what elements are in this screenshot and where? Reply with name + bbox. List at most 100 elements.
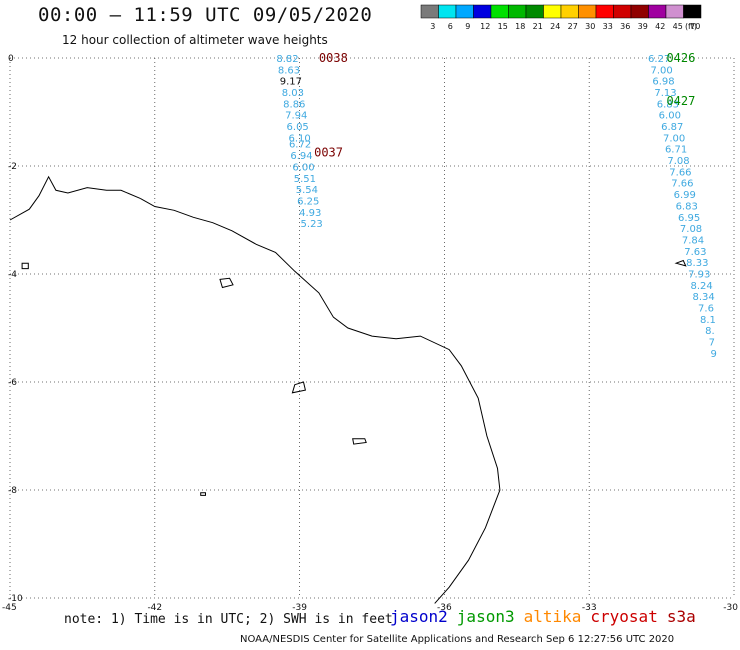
legend-bin-label: 12 xyxy=(480,22,490,31)
legend-bin-label: 21 xyxy=(533,22,543,31)
legend-bin-label: 33 xyxy=(603,22,613,31)
swh-value: 7.63 xyxy=(684,247,706,258)
satellite-cryosat: cryosat xyxy=(590,607,658,626)
pass-label: 0426 xyxy=(666,51,695,65)
swh-value: 6.00 xyxy=(292,163,314,174)
swh-value: 6.10 xyxy=(288,133,310,144)
swh-value: 7.08 xyxy=(680,224,702,235)
island xyxy=(674,259,687,267)
swh-value: 6.72 xyxy=(289,139,311,150)
swh-value: 7.00 xyxy=(650,65,672,76)
legend-swatch xyxy=(420,4,439,19)
altimeter-tracks: 8.828.639.178.038.867.946.056.106.726.94… xyxy=(276,51,717,360)
swh-value: 6.27 xyxy=(648,54,670,65)
legend-swatch xyxy=(543,4,562,19)
legend-bin-label: 3 xyxy=(430,22,435,31)
legend-swatch xyxy=(438,4,457,19)
x-tick-label: -36 xyxy=(437,603,452,613)
swh-value: 8.1 xyxy=(700,315,716,326)
y-tick-label: -8 xyxy=(8,486,17,496)
legend-bin-label: 36 xyxy=(620,22,630,31)
legend-swatch xyxy=(665,4,684,19)
swh-value: 9 xyxy=(711,349,717,360)
swh-value: 6.83 xyxy=(657,99,679,110)
legend-swatch xyxy=(455,4,474,19)
legend-bin-label: 45 xyxy=(673,22,683,31)
swh-value: 6.83 xyxy=(676,201,698,212)
swh-value: 6.25 xyxy=(297,197,319,208)
swh-value: 7.6 xyxy=(698,303,714,314)
map-title: 00:00 – 11:59 UTC 09/05/2020 xyxy=(38,4,373,26)
legend-swatch xyxy=(613,4,632,19)
swh-value: 8. xyxy=(705,326,715,337)
swh-value: 7.93 xyxy=(688,269,710,280)
swh-value: 8.03 xyxy=(282,88,304,99)
island xyxy=(200,492,206,496)
swh-value: 8.63 xyxy=(278,65,300,76)
legend-swatch xyxy=(508,4,527,19)
coastline-layer xyxy=(9,175,687,604)
legend-bin-label: 27 xyxy=(568,22,578,31)
swh-value: 6.00 xyxy=(659,111,681,122)
axis-labels: 0 -2 -4 -6 -8 -10-45 -42 -39 -36 -33 -30 xyxy=(2,54,738,613)
legend-unit: (ft) xyxy=(685,22,697,31)
coastline xyxy=(140,197,501,604)
swh-value: 4.93 xyxy=(299,208,321,219)
grid-layer xyxy=(9,57,735,599)
island xyxy=(291,381,307,394)
map-subtitle: 12 hour collection of altimeter wave hei… xyxy=(62,33,328,47)
legend-swatch xyxy=(473,4,492,19)
y-tick-label: -10 xyxy=(8,594,23,604)
color-legend: 3 6 9 12 15 18 21 24 27 30 33 36 39 42 45 70(ft) xyxy=(420,4,702,31)
legend-bin-label: 9 xyxy=(465,22,470,31)
legend-swatch xyxy=(525,4,544,19)
swh-value: 6.87 xyxy=(661,122,683,133)
swh-value: 8.34 xyxy=(692,292,714,303)
y-tick-label: -2 xyxy=(8,162,17,172)
y-tick-label: -4 xyxy=(8,270,17,280)
legend-swatch xyxy=(490,4,509,19)
swh-value: 6.05 xyxy=(287,122,309,133)
swh-value: 8.86 xyxy=(283,99,305,110)
swh-value: 6.95 xyxy=(678,213,700,224)
island xyxy=(219,277,234,289)
swh-value: 7.84 xyxy=(682,235,704,246)
legend-bin-label: 15 xyxy=(498,22,508,31)
x-tick-label: -39 xyxy=(292,603,307,613)
legend-swatch xyxy=(683,4,702,19)
swh-value: 6.94 xyxy=(290,151,312,162)
legend-bin-label: 18 xyxy=(515,22,525,31)
island xyxy=(352,438,367,445)
island xyxy=(21,262,29,270)
swh-value: 6.98 xyxy=(652,77,674,88)
footer-credit: NOAA/NESDIS Center for Satellite Applica… xyxy=(240,634,675,645)
legend-bin-label: 6 xyxy=(448,22,453,31)
swh-value: 5.23 xyxy=(301,219,323,230)
coastline-west xyxy=(9,175,141,221)
pass-label: 0037 xyxy=(314,146,343,160)
swh-value: 7 xyxy=(709,338,715,349)
swh-value: 8.82 xyxy=(276,54,298,65)
swh-value: 5.54 xyxy=(296,185,318,196)
legend-swatch xyxy=(560,4,579,19)
legend-swatch xyxy=(648,4,667,19)
swh-value: 5.51 xyxy=(294,174,316,185)
y-tick-label: 0 xyxy=(8,54,14,64)
swh-value: 7.66 xyxy=(671,179,693,190)
pass-label: 0038 xyxy=(319,51,348,65)
swh-value: 7.13 xyxy=(654,88,676,99)
satellite-s3a: s3a xyxy=(666,607,696,626)
pass-label: 0427 xyxy=(666,94,695,108)
x-tick-label: -45 xyxy=(2,603,17,613)
satellite-jason2: jason2 xyxy=(390,607,448,626)
satellite-legend: jason2 jason3 altika cryosat s3a xyxy=(390,607,705,626)
swh-value: 6.99 xyxy=(674,190,696,201)
swh-value: 7.94 xyxy=(285,111,307,122)
swh-value: 8.24 xyxy=(691,281,713,292)
swh-value: 7.08 xyxy=(667,156,689,167)
x-tick-label: -33 xyxy=(582,603,597,613)
satellite-altika: altika xyxy=(523,607,582,626)
x-tick-label: -42 xyxy=(147,603,162,613)
footer-note: note: 1) Time is in UTC; 2) SWH is in fe… xyxy=(64,612,393,627)
swh-value: 8.33 xyxy=(686,258,708,269)
